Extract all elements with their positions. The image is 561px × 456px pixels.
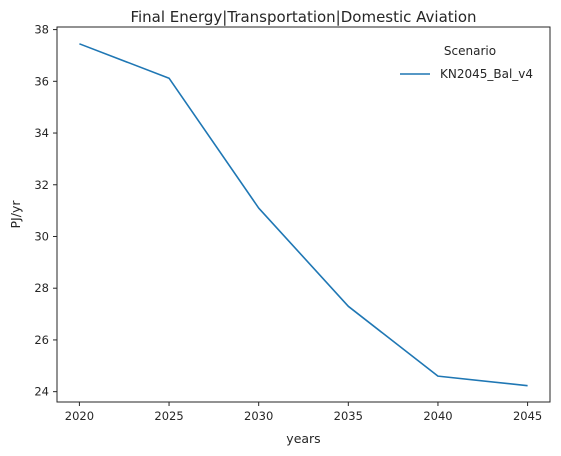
legend-title: Scenario <box>444 44 496 58</box>
series-line-kn2045-bal-v4 <box>79 43 528 387</box>
plot-frame <box>56 26 551 403</box>
x-tick-label: 2020 <box>65 409 94 423</box>
x-tick-label: 2045 <box>513 409 542 423</box>
chart-title: Final Energy|Transportation|Domestic Avi… <box>130 8 476 26</box>
y-tick-label: 26 <box>34 333 49 347</box>
y-axis: 24 26 28 30 32 34 36 38 <box>34 23 57 399</box>
y-tick-label: 38 <box>34 23 49 37</box>
x-tick-label: 2035 <box>334 409 363 423</box>
y-axis-label: PJ/yr <box>8 200 23 229</box>
x-tick-label: 2025 <box>154 409 183 423</box>
series-layer <box>79 43 528 387</box>
x-axis-label: years <box>286 431 320 446</box>
legend: Scenario KN2045_Bal_v4 <box>400 44 533 81</box>
y-tick-label: 34 <box>34 126 49 140</box>
x-tick-label: 2040 <box>423 409 452 423</box>
y-tick-label: 28 <box>34 281 49 295</box>
y-tick-label: 32 <box>34 178 49 192</box>
x-axis: 2020 2025 2030 2035 2040 2045 <box>65 402 542 423</box>
y-tick-label: 30 <box>34 229 49 243</box>
y-tick-label: 36 <box>34 74 49 88</box>
y-tick-label: 24 <box>34 385 49 399</box>
legend-label-kn2045-bal-v4: KN2045_Bal_v4 <box>440 67 533 81</box>
x-tick-label: 2030 <box>244 409 273 423</box>
plot-area: 2020 2025 2030 2035 2040 2045 24 26 28 30 32 34 36 3… <box>34 23 551 423</box>
